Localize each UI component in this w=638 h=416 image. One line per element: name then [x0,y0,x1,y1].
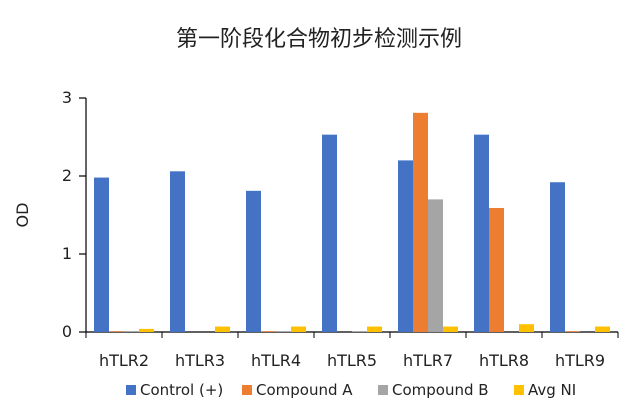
legend-label: Control (+) [140,381,223,399]
bar-avg-ni-htlr5 [367,326,382,332]
bar-compound-a-htlr4 [261,331,276,332]
legend-swatch-control- [126,385,136,395]
x-tick-label: hTLR3 [175,351,225,370]
x-tick-label: hTLR9 [555,351,605,370]
bar-avg-ni-htlr8 [519,324,534,332]
x-tick-label: hTLR7 [403,351,453,370]
x-tick-label: hTLR8 [479,351,529,370]
x-tick-label: hTLR5 [327,351,377,370]
bar-compound-b-htlr7 [428,199,443,332]
plot-area: 0 1 2 3 hTLR2 hTLR3 hTLR4 hTLR5 hTLR7 hTLR8 hTLR9 [62,88,619,370]
bar-control--htlr9 [550,182,565,332]
legend-label: Avg NI [528,381,576,399]
bar-control--htlr8 [474,134,489,332]
y-tick-label: 2 [62,166,72,185]
bar-avg-ni-htlr7 [443,326,458,332]
bar-control--htlr7 [398,160,413,332]
y-tick-label: 3 [62,88,72,107]
y-axis-label: OD [13,203,32,228]
bar-compound-a-htlr9 [565,331,580,332]
bar-compound-b-htlr4 [276,331,291,332]
bar-compound-b-htlr5 [352,331,367,332]
bar-control--htlr4 [246,190,261,332]
legend-swatch-avg-ni [514,385,524,395]
legend-swatch-compound-a [242,385,252,395]
bar-control--htlr5 [322,134,337,332]
x-tick-label: hTLR4 [251,351,301,370]
bar-control--htlr2 [94,177,109,332]
bar-control--htlr3 [170,171,185,332]
y-tick-label: 1 [62,244,72,263]
x-tick-label: hTLR2 [99,351,149,370]
bar-compound-b-htlr2 [124,331,139,332]
bar-compound-a-htlr7 [413,112,428,332]
bar-compound-a-htlr8 [489,207,504,332]
chart-title: 第一阶段化合物初步检测示例 [176,27,462,52]
bar-compound-a-htlr2 [109,331,124,332]
y-tick-label: 0 [62,322,72,341]
bar-avg-ni-htlr3 [215,326,230,332]
bar-avg-ni-htlr9 [595,326,610,332]
bar-avg-ni-htlr2 [139,328,154,332]
legend-label: Compound B [392,381,489,399]
bar-avg-ni-htlr4 [291,326,306,332]
legend-label: Compound A [256,381,353,399]
legend-swatch-compound-b [378,385,388,395]
chart-legend: Control (+) Compound A Compound B Avg NI [126,381,576,399]
